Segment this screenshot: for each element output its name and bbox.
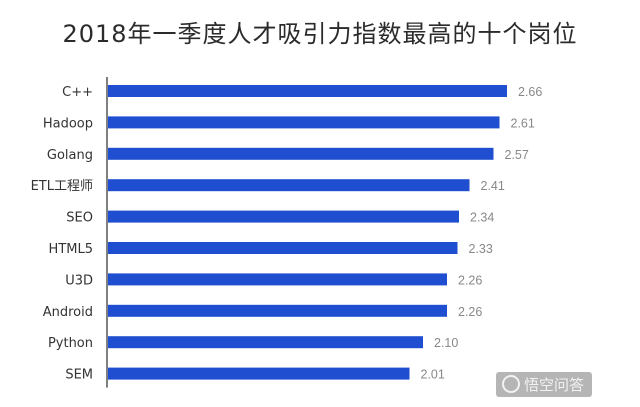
bar xyxy=(108,367,410,380)
category-label: SEM xyxy=(65,368,93,383)
category-label: SEO xyxy=(66,211,93,226)
watermark-text: 悟空问答 xyxy=(524,376,585,394)
bar xyxy=(108,116,500,129)
value-label: 2.34 xyxy=(470,211,494,225)
value-label: 2.10 xyxy=(434,336,458,350)
bar xyxy=(108,304,447,317)
value-label: 2.33 xyxy=(469,242,493,256)
value-label: 2.26 xyxy=(458,305,482,319)
value-label: 2.57 xyxy=(505,148,529,162)
category-label: Android xyxy=(43,305,93,320)
category-label: ETL工程师 xyxy=(31,179,93,194)
chart-title: 2018年一季度人才吸引力指数最高的十个岗位 xyxy=(62,20,578,48)
category-label: U3D xyxy=(65,273,93,288)
value-label: 2.26 xyxy=(458,273,482,287)
value-label: 2.61 xyxy=(511,116,535,130)
bar xyxy=(108,210,459,223)
bar xyxy=(108,242,458,254)
category-label: Python xyxy=(48,336,93,351)
value-label: 2.41 xyxy=(481,179,505,193)
watermark: 悟空问答 xyxy=(496,372,593,397)
bar xyxy=(108,336,423,349)
wukong-logo-icon xyxy=(502,375,520,393)
value-label: 2.01 xyxy=(421,368,445,382)
bar xyxy=(108,273,447,286)
bar xyxy=(108,179,470,192)
category-label: HTML5 xyxy=(49,242,93,257)
category-label: Hadoop xyxy=(43,116,93,131)
category-label: C++ xyxy=(62,85,93,100)
bar xyxy=(108,85,507,97)
category-label: Golang xyxy=(47,148,93,163)
value-label: 2.66 xyxy=(518,85,542,99)
bar xyxy=(108,147,494,160)
